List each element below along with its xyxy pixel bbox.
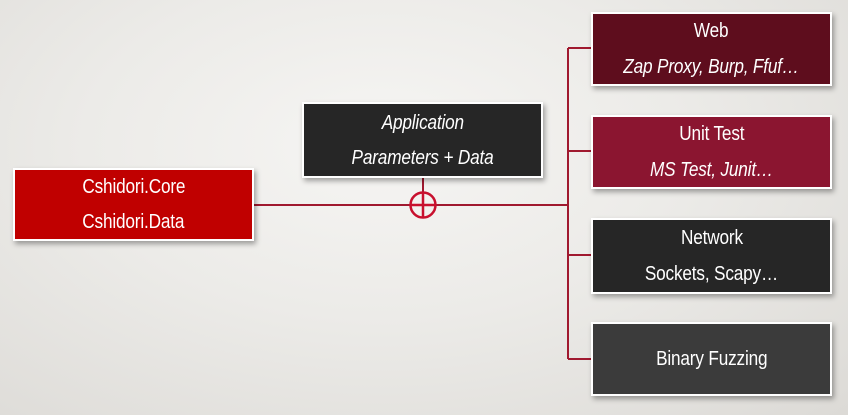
- network-tools: Sockets, Scapy…: [644, 263, 779, 285]
- application-subtitle: Parameters + Data: [351, 146, 494, 169]
- circle-plus-icon: [409, 191, 437, 219]
- network-box: Network Sockets, Scapy…: [591, 218, 832, 294]
- unit-test-title: Unit Test: [678, 123, 745, 145]
- network-title: Network: [680, 227, 743, 249]
- web-tools: Zap Proxy, Burp, Ffuf…: [623, 56, 800, 78]
- core-box: Cshidori.Core Cshidori.Data: [13, 168, 254, 241]
- web-box: Web Zap Proxy, Burp, Ffuf…: [591, 12, 832, 86]
- unit-test-box: Unit Test MS Test, Junit…: [591, 115, 832, 189]
- core-line-2: Cshidori.Data: [82, 211, 185, 233]
- unit-test-tools: MS Test, Junit…: [650, 159, 773, 181]
- binary-fuzzing-title: Binary Fuzzing: [655, 348, 768, 370]
- application-box: Application Parameters + Data: [302, 102, 543, 178]
- web-title: Web: [694, 20, 729, 42]
- application-title: Application: [381, 111, 464, 134]
- binary-fuzzing-box: Binary Fuzzing: [591, 322, 832, 396]
- core-line-1: Cshidori.Core: [82, 176, 185, 198]
